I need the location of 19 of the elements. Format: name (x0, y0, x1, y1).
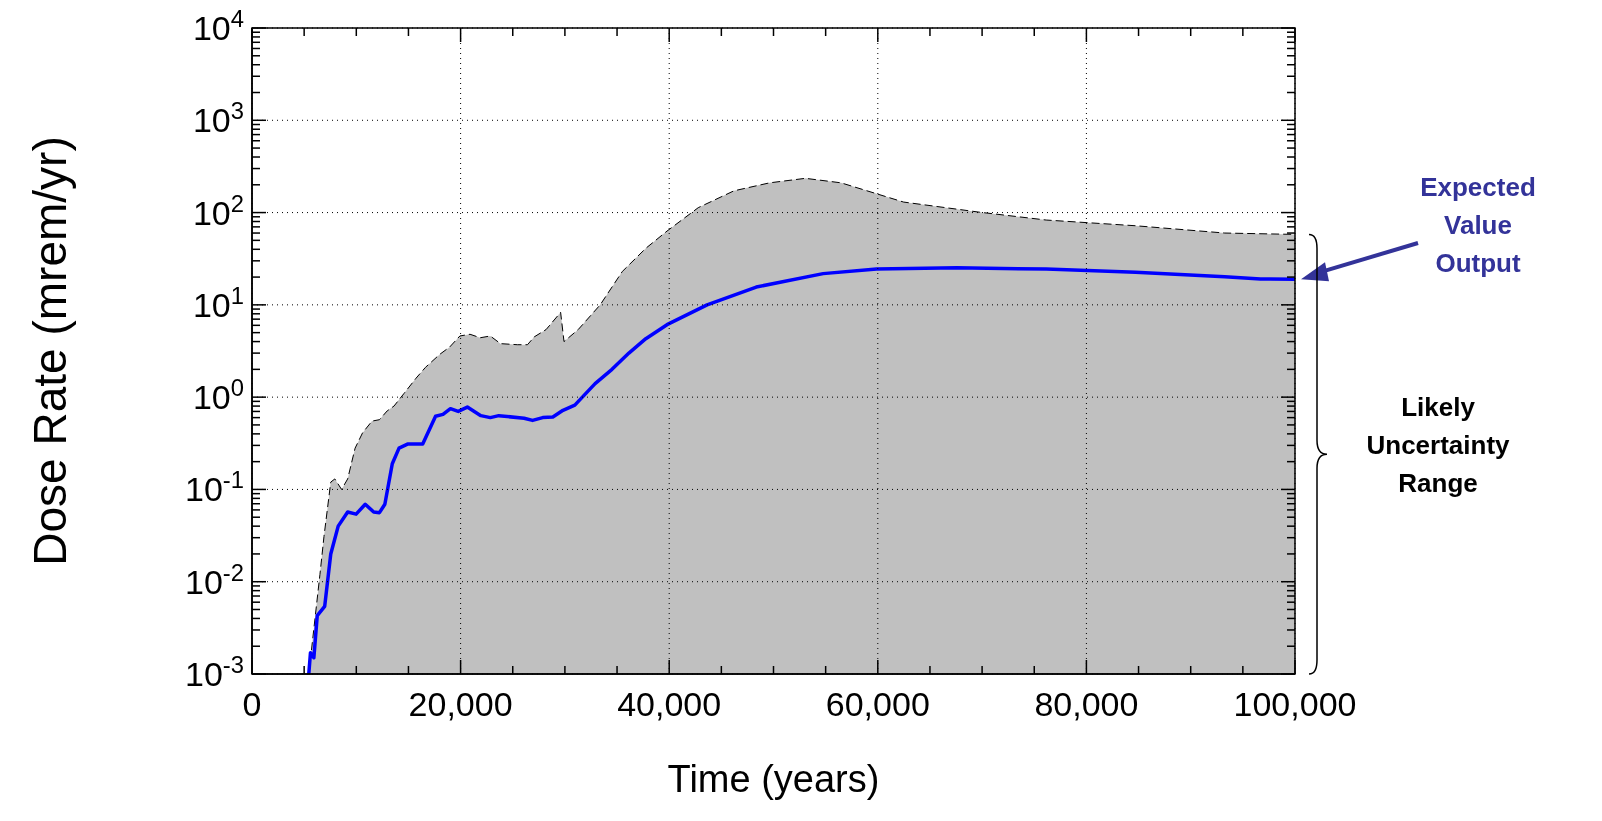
y-tick-label: 10$^{2}$ (192, 189, 244, 232)
x-tick-label: 40,000 (617, 685, 722, 723)
y-tick-label: 10$^{-3}$ (185, 650, 244, 693)
y-tick-label: 10$^{-2}$ (185, 558, 244, 601)
x-tick-label: 100,000 (1233, 685, 1357, 723)
y-axis-title: Dose Rate (mrem/yr) (24, 136, 76, 566)
y-tick-label: 10$^{3}$ (192, 96, 244, 140)
x-tick-label: 0 (242, 685, 262, 723)
x-tick-label: 20,000 (408, 685, 513, 723)
y-tick-label: 10$^{-1}$ (185, 465, 244, 509)
x-tick-label: 80,000 (1034, 685, 1139, 723)
x-axis-title: Time (years) (667, 758, 880, 800)
y-tick-label: 10$^{4}$ (192, 4, 244, 47)
y-tick-label: 10$^{0}$ (192, 373, 244, 417)
line-series (307, 266, 1295, 674)
x-tick-label: 60,000 (825, 685, 930, 723)
text: Likely Uncertainty Range (1366, 392, 1511, 499)
y-tick-label: 10$^{1}$ (192, 281, 244, 324)
text: Expected Value Output (1420, 172, 1536, 278)
